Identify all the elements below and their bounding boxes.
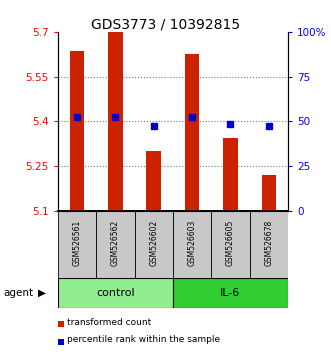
Bar — [173, 211, 211, 278]
Text: agent: agent — [3, 288, 33, 298]
Text: GSM526561: GSM526561 — [72, 220, 82, 266]
Bar — [58, 278, 173, 308]
Text: GSM526602: GSM526602 — [149, 220, 158, 266]
Text: GSM526603: GSM526603 — [188, 220, 197, 266]
Bar — [250, 211, 288, 278]
Bar — [147, 151, 161, 211]
Text: GDS3773 / 10392815: GDS3773 / 10392815 — [91, 18, 240, 32]
Bar — [173, 278, 288, 308]
Text: ▶: ▶ — [38, 288, 46, 298]
Text: control: control — [96, 288, 135, 298]
Bar — [185, 54, 199, 211]
Text: GSM526605: GSM526605 — [226, 220, 235, 266]
Text: GSM526562: GSM526562 — [111, 220, 120, 266]
Text: transformed count: transformed count — [67, 318, 152, 327]
Text: percentile rank within the sample: percentile rank within the sample — [67, 335, 220, 344]
Bar — [135, 211, 173, 278]
Bar — [261, 175, 276, 211]
Bar — [58, 211, 96, 278]
Bar — [70, 51, 84, 211]
Text: IL-6: IL-6 — [220, 288, 241, 298]
Bar — [211, 211, 250, 278]
Text: GSM526678: GSM526678 — [264, 220, 273, 266]
Bar — [96, 211, 135, 278]
Bar — [108, 32, 123, 211]
Bar — [223, 138, 238, 211]
